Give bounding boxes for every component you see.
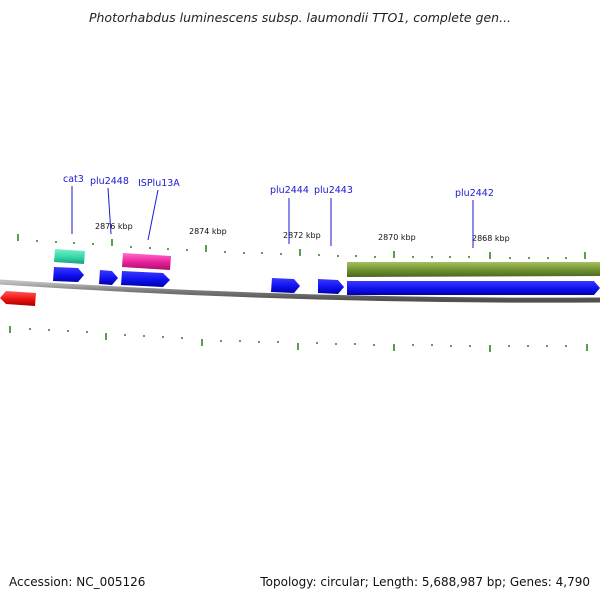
kbp-label: 2874 kbp <box>189 227 227 236</box>
map-title: Photorhabdus luminescens subsp. laumondi… <box>88 10 512 25</box>
kbp-label: 2876 kbp <box>95 222 133 231</box>
leader-line <box>147 189 159 241</box>
accession-text: Accession: NC_005126 <box>9 575 146 589</box>
gene-label-plu2448: plu2448 <box>90 176 129 187</box>
gene-label-plu2443: plu2443 <box>314 185 353 196</box>
gene-arrow[interactable] <box>271 278 300 293</box>
genome-summary-text: Topology: circular; Length: 5,688,987 bp… <box>260 575 590 589</box>
gene-feature-pink[interactable] <box>122 253 171 270</box>
gene-label-plu2442: plu2442 <box>455 188 494 199</box>
kbp-labels: 2876 kbp 2874 kbp 2872 kbp 2870 kbp 2868… <box>95 222 510 243</box>
gene-feature-teal[interactable] <box>54 249 85 264</box>
gene-arrow[interactable] <box>347 281 600 295</box>
kbp-label: 2868 kbp <box>472 234 510 243</box>
gene-arrow[interactable] <box>53 267 84 282</box>
gene-arrow[interactable] <box>121 271 170 287</box>
genome-backbone <box>0 279 600 303</box>
gene-arrow-reverse[interactable] <box>0 291 36 306</box>
outer-tick-row <box>17 234 586 259</box>
gene-label-plu2444: plu2444 <box>270 185 309 196</box>
gene-labels: cat3 plu2448 ISPlu13A plu2444 plu2443 pl… <box>63 174 494 199</box>
gene-label-cat3: cat3 <box>63 174 84 185</box>
inner-tick-row <box>9 326 588 352</box>
kbp-label: 2872 kbp <box>283 231 321 240</box>
gene-feature-olive[interactable] <box>347 262 600 277</box>
gene-arrow[interactable] <box>99 270 118 285</box>
gene-label-isplu13a: ISPlu13A <box>138 178 180 189</box>
outer-feature-ring <box>54 249 600 277</box>
cds-arrows <box>53 267 600 295</box>
leader-line <box>107 187 112 235</box>
label-leaders <box>71 186 474 248</box>
gene-arrow[interactable] <box>318 279 344 294</box>
kbp-label: 2870 kbp <box>378 233 416 242</box>
